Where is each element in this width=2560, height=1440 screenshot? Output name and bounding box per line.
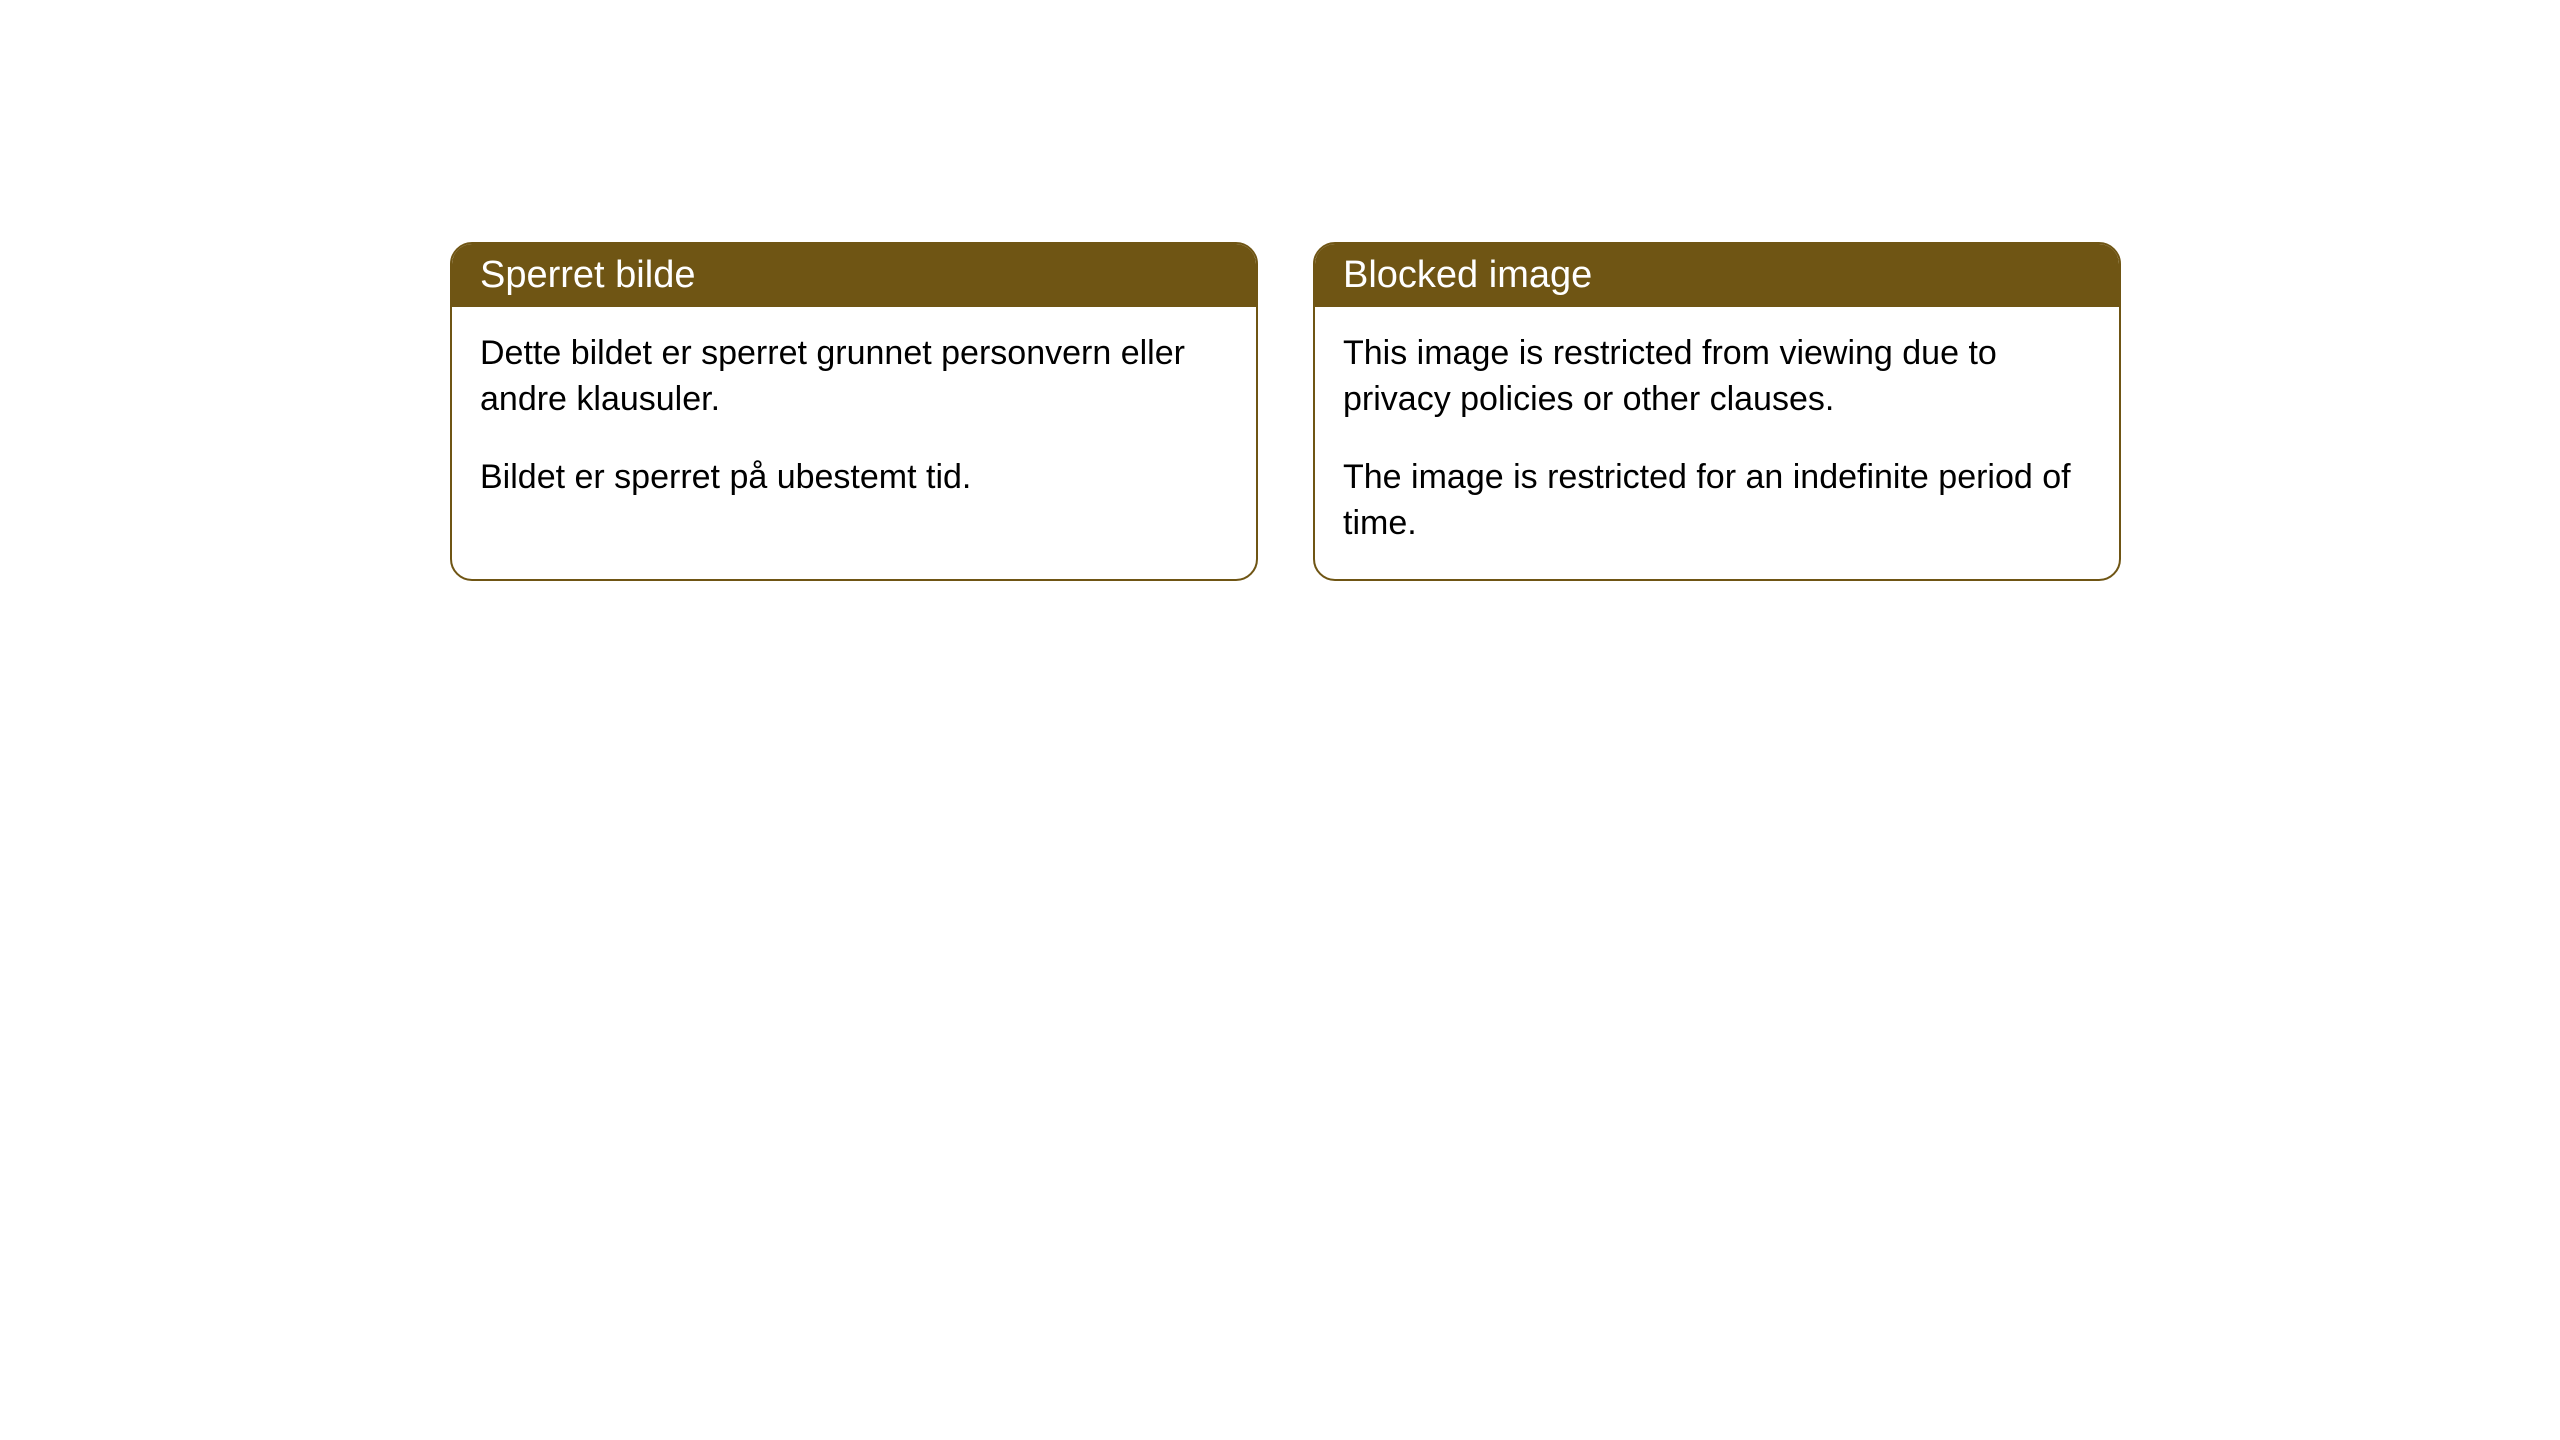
notice-card-english: Blocked image This image is restricted f… [1313,242,2121,581]
notice-paragraph-1-english: This image is restricted from viewing du… [1343,331,2091,423]
notice-cards-container: Sperret bilde Dette bildet er sperret gr… [0,0,2560,581]
notice-header-norwegian: Sperret bilde [452,244,1256,307]
notice-body-norwegian: Dette bildet er sperret grunnet personve… [452,307,1256,533]
notice-paragraph-2-english: The image is restricted for an indefinit… [1343,455,2091,547]
notice-card-norwegian: Sperret bilde Dette bildet er sperret gr… [450,242,1258,581]
notice-paragraph-1-norwegian: Dette bildet er sperret grunnet personve… [480,331,1228,423]
notice-body-english: This image is restricted from viewing du… [1315,307,2119,579]
notice-header-english: Blocked image [1315,244,2119,307]
notice-paragraph-2-norwegian: Bildet er sperret på ubestemt tid. [480,455,1228,501]
